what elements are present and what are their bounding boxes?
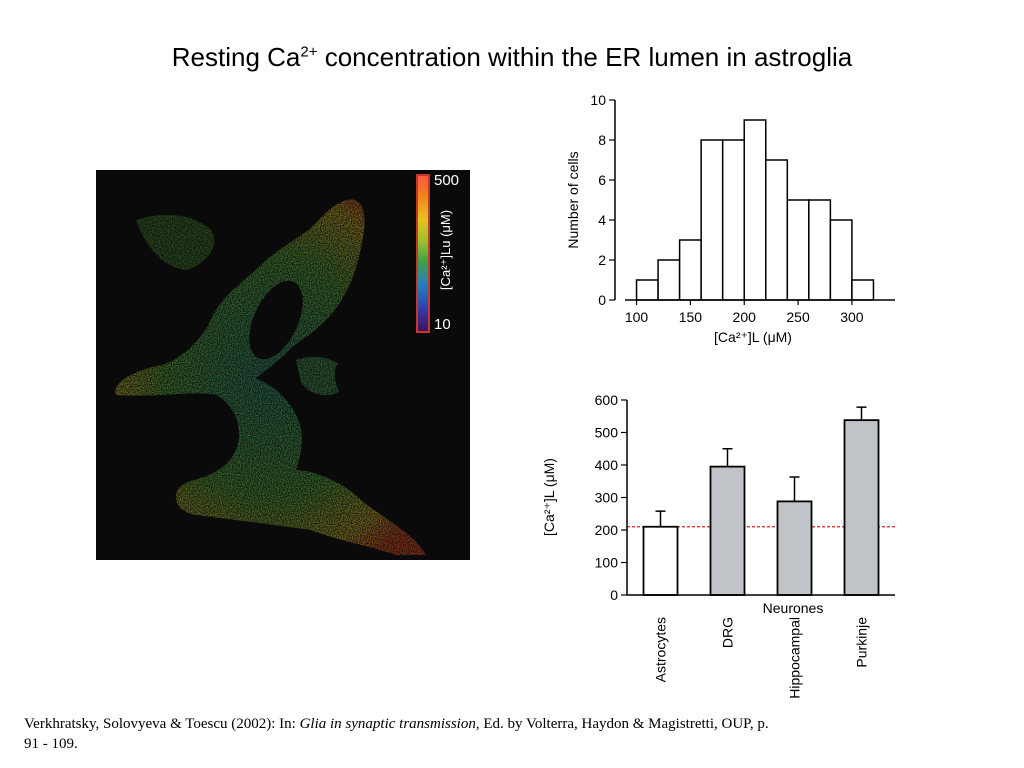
- histogram-bar: [851, 279, 875, 301]
- bar-y-axis-label: [Ca²⁺]L (μM): [541, 458, 557, 536]
- bar-y-tick-label: 300: [595, 490, 619, 506]
- histogram-x-tick-label: 250: [786, 309, 810, 325]
- color-scale-bar: [416, 174, 430, 333]
- histogram-y-tick-label: 0: [598, 292, 606, 308]
- cell-fluorescence-map: [115, 199, 427, 555]
- slide-title: Resting Ca2+ concentration within the ER…: [171, 42, 853, 72]
- colorbar-title: [Ca²⁺]Lu (μM): [438, 209, 453, 290]
- histogram-chart: Number of cells [Ca²⁺]L (μM) 0 2 4 6 8 10 100 1…: [565, 92, 895, 345]
- histogram-x-tick-label: 300: [840, 309, 864, 325]
- bar-y-tick-label: 500: [595, 425, 619, 441]
- histogram-y-tick-label: 10: [590, 92, 606, 108]
- bar: [709, 465, 746, 596]
- bar-y-tick-label: 400: [595, 457, 619, 473]
- citation: Verkhratsky, Solovyeva & Toescu (2002): …: [24, 716, 769, 752]
- colorbar-max-label: 500: [434, 172, 460, 189]
- histogram-y-tick-label: 6: [598, 172, 606, 188]
- histogram-bar: [678, 239, 702, 301]
- histogram-bar: [743, 119, 767, 301]
- category-label: Purkinje: [854, 617, 870, 668]
- histogram-x-tick-label: 100: [625, 309, 649, 325]
- colorbar-min-label: 10: [434, 316, 451, 333]
- histogram-y-axis-label: Number of cells: [565, 151, 581, 248]
- category-label: Hippocampal: [787, 617, 803, 699]
- histogram-y-tick-label: 4: [598, 212, 606, 228]
- bar-y-tick-label: 0: [610, 587, 618, 603]
- histogram-bar: [808, 199, 832, 301]
- category-label: Astrocytes: [653, 617, 669, 682]
- histogram-y-tick-label: 8: [598, 132, 606, 148]
- bar: [776, 500, 813, 596]
- bar: [843, 419, 880, 596]
- histogram-bar: [765, 159, 789, 301]
- bar-chart: [Ca²⁺]L (μM) Neurones Astrocytes DRG Hippo…: [541, 392, 895, 699]
- histogram-bar: [786, 199, 810, 301]
- histogram-bar: [700, 139, 724, 301]
- bar-y-tick-label: 200: [595, 522, 619, 538]
- histogram-bar: [829, 219, 853, 301]
- histogram-x-axis-label: [Ca²⁺]L (μM): [714, 329, 792, 345]
- histogram-x-tick-label: 200: [733, 309, 757, 325]
- histogram-y-tick-label: 2: [598, 252, 606, 268]
- bar-y-tick-label: 600: [595, 392, 619, 408]
- astroglia-calcium-image: 500 10 [Ca²⁺]Lu (μM): [96, 170, 470, 560]
- histogram-bar: [657, 259, 681, 301]
- neurones-group-label: Neurones: [763, 600, 824, 616]
- histogram-bar: [721, 139, 745, 301]
- histogram-bar: [635, 279, 659, 301]
- histogram-x-tick-label: 150: [679, 309, 703, 325]
- bar: [642, 525, 679, 596]
- bar-y-tick-label: 100: [595, 555, 619, 571]
- category-label: DRG: [720, 617, 736, 648]
